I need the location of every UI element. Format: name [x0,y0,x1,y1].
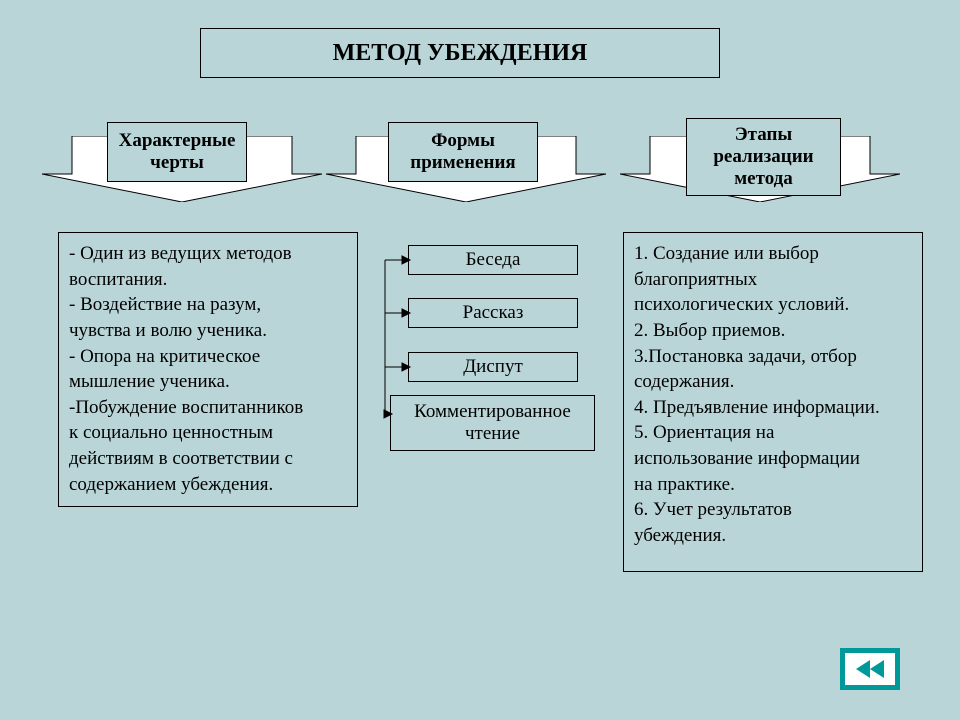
form-label: Рассказ [463,302,524,324]
form-box-commented-reading: Комментированное чтение [390,395,595,451]
characteristics-panel: - Один из ведущих методоввоспитания.- Во… [58,232,358,507]
form-label: Комментированное чтение [391,401,594,445]
form-box-disput: Диспут [408,352,578,382]
header-label: Характерные черты [114,130,240,174]
form-label: Беседа [466,249,521,271]
form-box-rasskaz: Рассказ [408,298,578,328]
header-stages: Этапы реализации метода [686,118,841,196]
header-characteristics: Характерные черты [107,122,247,182]
nav-back-button[interactable] [840,648,900,690]
header-label: Этапы реализации метода [693,124,834,190]
rewind-icon [852,658,888,680]
header-label: Формы применения [395,130,531,174]
header-forms: Формы применения [388,122,538,182]
title-box: МЕТОД УБЕЖДЕНИЯ [200,28,720,78]
form-box-beseda: Беседа [408,245,578,275]
stages-text: 1. Создание или выборблагоприятныхпсихол… [634,241,912,549]
characteristics-text: - Один из ведущих методоввоспитания.- Во… [69,241,347,497]
form-label: Диспут [463,356,523,378]
title-text: МЕТОД УБЕЖДЕНИЯ [333,40,588,67]
stages-panel: 1. Создание или выборблагоприятныхпсихол… [623,232,923,572]
